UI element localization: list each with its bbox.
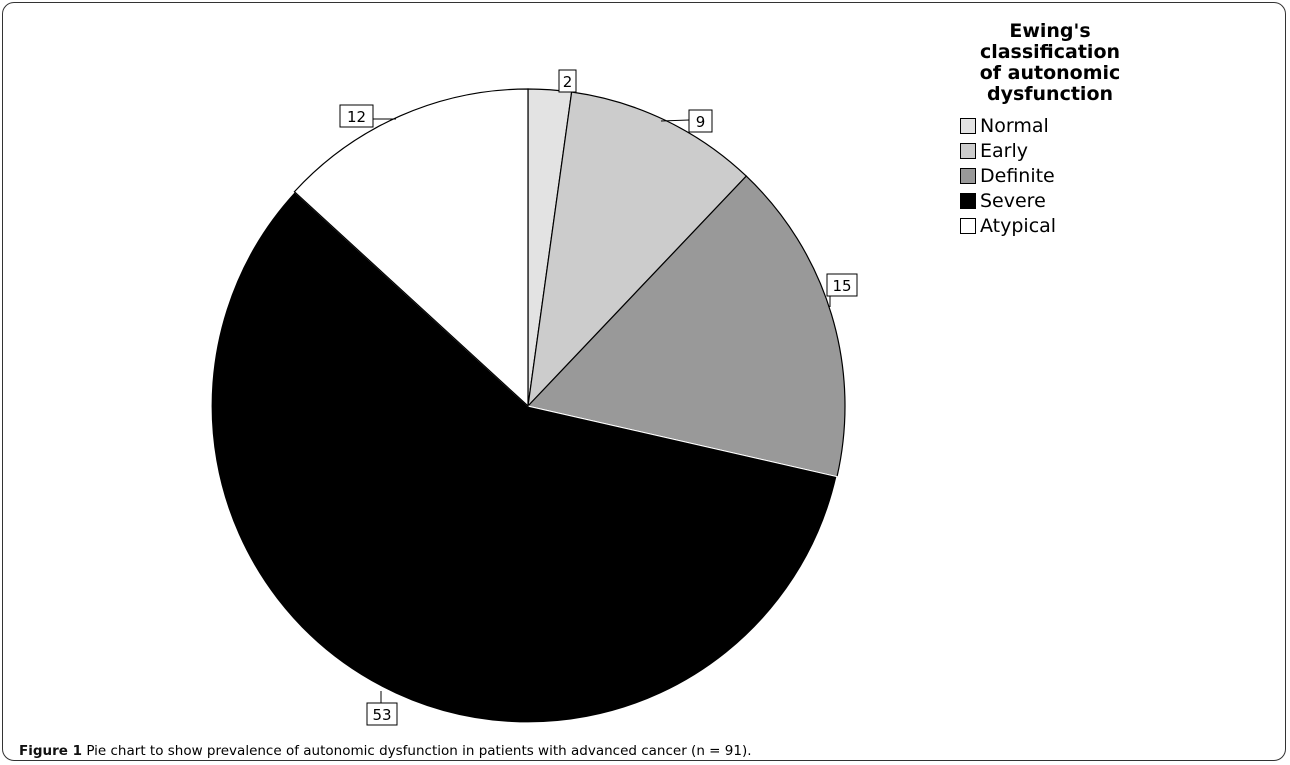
data-label-leader-early xyxy=(660,119,690,122)
caption-text: Pie chart to show prevalence of autonomi… xyxy=(82,743,752,759)
pie-slice-severe xyxy=(210,190,838,724)
legend-item-atypical: Atypical xyxy=(960,213,1183,238)
figure-caption: Figure 1 Pie chart to show prevalence of… xyxy=(19,743,752,759)
pie-slices xyxy=(210,88,846,724)
legend-items: Normal Early Definite Severe Atypical xyxy=(960,113,1183,238)
legend-swatch-atypical xyxy=(960,217,976,234)
legend: Ewing's classification of autonomic dysf… xyxy=(943,21,1183,238)
data-label-early: 9 xyxy=(696,113,706,131)
legend-swatch-early xyxy=(960,142,976,159)
data-label-box-atypical xyxy=(339,104,374,128)
legend-swatch-definite xyxy=(960,167,976,184)
legend-label-definite: Definite xyxy=(980,164,1055,187)
legend-label-early: Early xyxy=(980,139,1028,162)
data-label-box-early xyxy=(688,109,713,133)
legend-label-atypical: Atypical xyxy=(980,214,1057,237)
pie-chart: 2 9 15 53 12 xyxy=(210,69,858,726)
pie-slice-definite xyxy=(526,175,846,478)
data-label-severe: 53 xyxy=(372,706,391,724)
data-label-box-normal xyxy=(558,69,577,93)
pie-data-labels: 2 9 15 53 12 xyxy=(339,69,858,726)
legend-item-severe: Severe xyxy=(960,188,1183,213)
legend-item-normal: Normal xyxy=(960,113,1183,138)
data-label-box-definite xyxy=(826,273,858,297)
data-label-definite: 15 xyxy=(832,277,851,295)
pie-slice-atypical xyxy=(293,88,529,408)
legend-label-severe: Severe xyxy=(980,189,1046,212)
legend-label-normal: Normal xyxy=(980,114,1049,137)
legend-item-definite: Definite xyxy=(960,163,1183,188)
data-label-box-severe xyxy=(366,702,398,726)
caption-figure-number: Figure 1 xyxy=(19,743,83,759)
data-label-atypical: 12 xyxy=(347,108,366,126)
legend-item-early: Early xyxy=(960,138,1183,163)
legend-swatch-normal xyxy=(960,117,976,134)
data-label-normal: 2 xyxy=(563,73,573,91)
legend-title: Ewing's classification of autonomic dysf… xyxy=(979,20,1121,105)
legend-swatch-severe xyxy=(960,192,976,209)
